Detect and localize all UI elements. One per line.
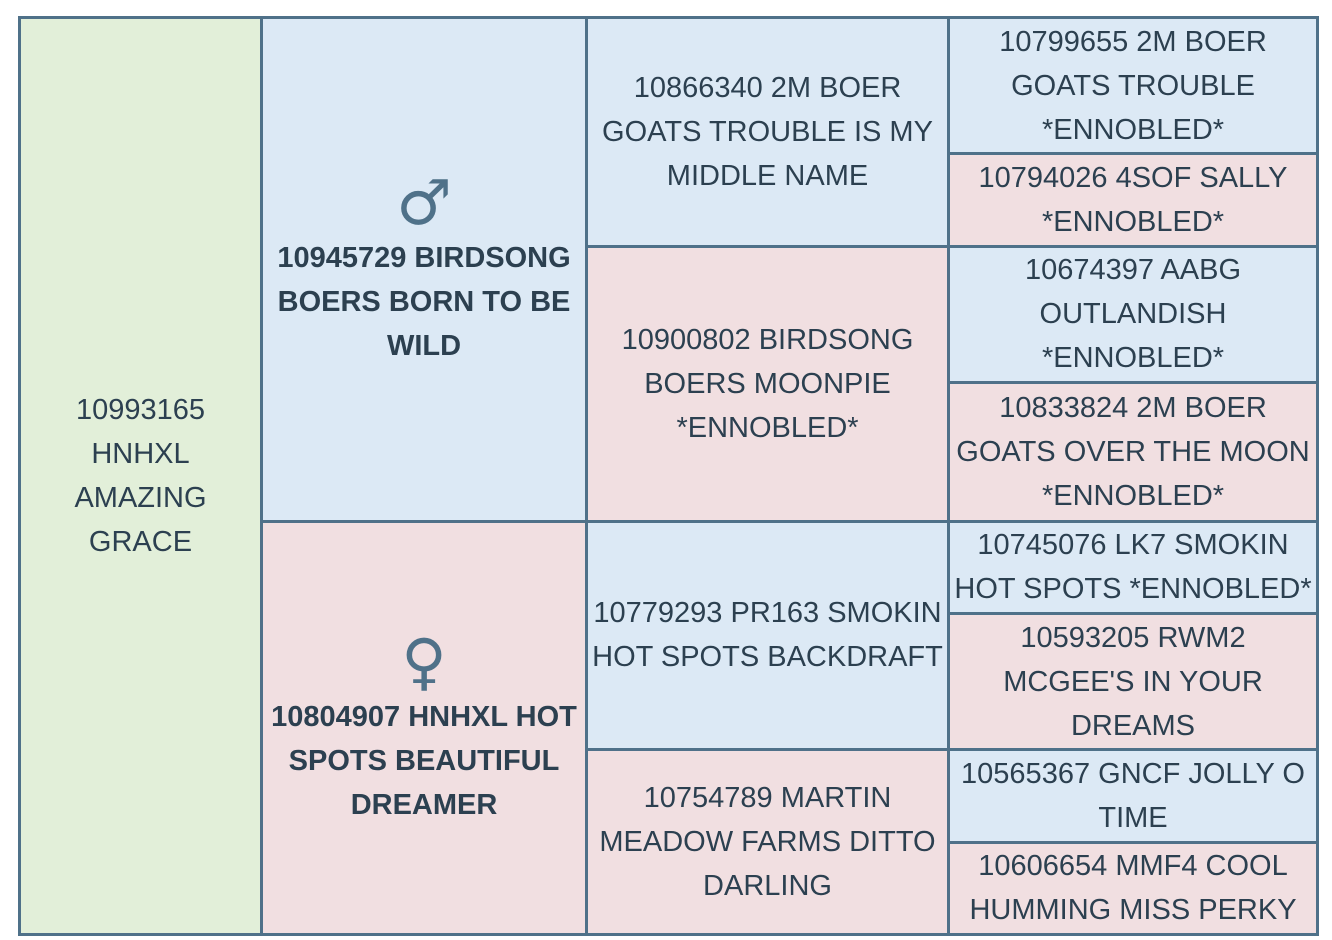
maternal-granddam-dam-cell: 10606654 MMF4 COOL HUMMING MISS PERKY xyxy=(947,840,1319,937)
paternal-grandsire-dam-cell: 10794026 4SOF SALLY *ENNOBLED* xyxy=(947,152,1319,248)
female-symbol-icon: ♀ xyxy=(401,624,447,698)
maternal-granddam-dam-name: 10606654 MMF4 COOL HUMMING MISS PERKY xyxy=(969,850,1297,927)
paternal-granddam-dam-cell: 10833824 2M BOER GOATS OVER THE MOON *EN… xyxy=(947,381,1319,523)
sire-cell: ♂ 10945729 BIRDSONG BOERS BORN TO BE WIL… xyxy=(260,16,588,523)
maternal-grandsire-sire-cell: 10745076 LK7 SMOKIN HOT SPOTS *ENNOBLED* xyxy=(947,519,1319,615)
maternal-granddam-cell: 10754789 MARTIN MEADOW FARMS DITTO DARLI… xyxy=(585,748,950,936)
male-symbol-icon: ♂ xyxy=(396,166,452,240)
dam-cell: ♀ 10804907 HNHXL HOT SPOTS BEAUTIFUL DRE… xyxy=(260,519,588,937)
pedigree-table: 10993165 HNHXL AMAZING GRACE ♂ 10945729 … xyxy=(18,15,1319,937)
maternal-grandsire-dam-name: 10593205 RWM2 MCGEE'S IN YOUR DREAMS xyxy=(1003,621,1263,742)
paternal-granddam-sire-name: 10674397 AABG OUTLANDISH *ENNOBLED* xyxy=(1024,254,1242,375)
maternal-grandsire-cell: 10779293 PR163 SMOKIN HOT SPOTS BACKDRAF… xyxy=(585,519,950,752)
sire-name: 10945729 BIRDSONG BOERS BORN TO BE WILD xyxy=(277,242,571,363)
maternal-grandsire-name: 10779293 PR163 SMOKIN HOT SPOTS BACKDRAF… xyxy=(592,597,943,674)
dam-name: 10804907 HNHXL HOT SPOTS BEAUTIFUL DREAM… xyxy=(271,700,577,821)
paternal-granddam-dam-name: 10833824 2M BOER GOATS OVER THE MOON *EN… xyxy=(956,391,1310,512)
paternal-grandsire-dam-name: 10794026 4SOF SALLY *ENNOBLED* xyxy=(978,162,1288,239)
paternal-granddam-cell: 10900802 BIRDSONG BOERS MOONPIE *ENNOBLE… xyxy=(585,244,950,523)
paternal-grandsire-name: 10866340 2M BOER GOATS TROUBLE IS MY MID… xyxy=(602,71,933,192)
maternal-granddam-sire-name: 10565367 GNCF JOLLY O TIME xyxy=(961,757,1305,834)
paternal-grandsire-cell: 10866340 2M BOER GOATS TROUBLE IS MY MID… xyxy=(585,16,950,248)
maternal-grandsire-dam-cell: 10593205 RWM2 MCGEE'S IN YOUR DREAMS xyxy=(947,611,1319,752)
paternal-grandsire-sire-cell: 10799655 2M BOER GOATS TROUBLE *ENNOBLED… xyxy=(947,15,1319,156)
maternal-grandsire-sire-name: 10745076 LK7 SMOKIN HOT SPOTS *ENNOBLED* xyxy=(954,529,1312,606)
paternal-granddam-sire-cell: 10674397 AABG OUTLANDISH *ENNOBLED* xyxy=(947,244,1319,385)
maternal-granddam-name: 10754789 MARTIN MEADOW FARMS DITTO DARLI… xyxy=(599,782,936,903)
subject-goat-name: 10993165 HNHXL AMAZING GRACE xyxy=(74,394,207,558)
maternal-granddam-sire-cell: 10565367 GNCF JOLLY O TIME xyxy=(947,748,1319,844)
paternal-grandsire-sire-name: 10799655 2M BOER GOATS TROUBLE *ENNOBLED… xyxy=(999,25,1267,146)
paternal-granddam-name: 10900802 BIRDSONG BOERS MOONPIE *ENNOBLE… xyxy=(621,323,914,444)
subject-goat-cell: 10993165 HNHXL AMAZING GRACE xyxy=(18,16,263,936)
